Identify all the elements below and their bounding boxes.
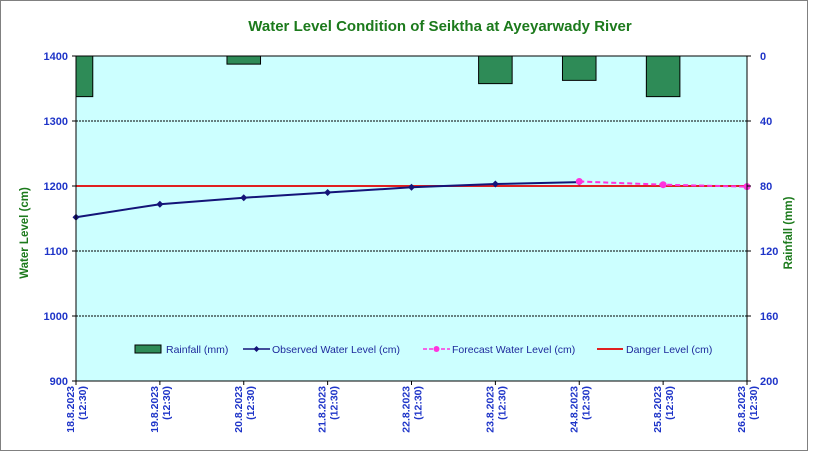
x-tick-date: 20.8.2023 bbox=[233, 386, 245, 433]
x-tick-label: 24.8.2023 (12:30) bbox=[568, 386, 592, 433]
x-tick-date: 25.8.2023 bbox=[652, 386, 664, 433]
y-ticks-right: 0 40 80 120 160 200 bbox=[747, 51, 778, 388]
y-ticks-left: 900 1000 1100 1200 1300 1400 bbox=[44, 51, 76, 388]
y-tick-label: 900 bbox=[50, 376, 68, 388]
forecast-point bbox=[659, 181, 667, 189]
x-tick-time: (12:30) bbox=[329, 386, 341, 420]
legend-observed-label: Observed Water Level (cm) bbox=[272, 344, 400, 356]
y2-axis-label: Rainfall (mm) bbox=[783, 196, 795, 269]
x-tick-date: 19.8.2023 bbox=[149, 386, 161, 433]
rainfall-bar bbox=[226, 55, 262, 65]
observed-point bbox=[240, 194, 248, 202]
x-tick-time: (12:30) bbox=[664, 386, 676, 420]
legend: Rainfall (mm) Observed Water Level (cm) … bbox=[134, 344, 712, 356]
rainfall-bar bbox=[75, 55, 94, 98]
rainfall-bar bbox=[561, 55, 597, 81]
x-tick-time: (12:30) bbox=[161, 386, 173, 420]
observed-point bbox=[156, 200, 164, 208]
legend-forecast-label: Forecast Water Level (cm) bbox=[452, 344, 575, 356]
y-tick-label: 1200 bbox=[44, 181, 68, 193]
y2-tick-label: 200 bbox=[760, 376, 778, 388]
y-axis-label: Water Level (cm) bbox=[19, 187, 31, 279]
x-tick-label: 26.8.2023 (12:30) bbox=[736, 386, 760, 433]
rainfall-bar bbox=[645, 55, 681, 98]
x-tick-label: 21.8.2023 (12:30) bbox=[317, 386, 341, 433]
legend-rainfall-swatch bbox=[134, 344, 162, 354]
x-tick-time: (12:30) bbox=[413, 386, 425, 420]
plot-area bbox=[76, 56, 747, 381]
forecast-point bbox=[575, 177, 583, 185]
x-tick-time: (12:30) bbox=[245, 386, 257, 420]
observed-point bbox=[491, 180, 499, 188]
x-tick-label: 22.8.2023 (12:30) bbox=[401, 386, 425, 433]
y-tick-label: 1300 bbox=[44, 116, 68, 128]
x-tick-date: 21.8.2023 bbox=[317, 386, 329, 433]
y-tick-label: 1400 bbox=[44, 51, 68, 63]
x-tick-date: 26.8.2023 bbox=[736, 386, 748, 433]
y2-tick-label: 80 bbox=[760, 181, 772, 193]
y-tick-label: 1000 bbox=[44, 311, 68, 323]
legend-danger-label: Danger Level (cm) bbox=[626, 344, 712, 356]
x-tick-date: 18.8.2023 bbox=[65, 386, 77, 433]
x-tick-time: (12:30) bbox=[580, 386, 592, 420]
x-tick-time: (12:30) bbox=[496, 386, 508, 420]
x-tick-label: 25.8.2023 (12:30) bbox=[652, 386, 676, 433]
chart-title: Water Level Condition of Seiktha at Ayey… bbox=[248, 18, 632, 35]
y2-tick-label: 160 bbox=[760, 311, 778, 323]
observed-point bbox=[324, 189, 332, 196]
y-tick-label: 1100 bbox=[44, 246, 68, 258]
rainfall-bars bbox=[75, 55, 681, 98]
rainfall-bar bbox=[478, 55, 513, 85]
y2-tick-label: 120 bbox=[760, 246, 778, 258]
legend-rainfall-label: Rainfall (mm) bbox=[166, 344, 228, 356]
x-tick-label: 19.8.2023 (12:30) bbox=[149, 386, 173, 433]
observed-point bbox=[408, 183, 415, 191]
x-tick-date: 22.8.2023 bbox=[401, 386, 413, 433]
y2-tick-label: 40 bbox=[760, 116, 772, 128]
legend-observed-marker bbox=[253, 346, 260, 352]
y2-tick-label: 0 bbox=[760, 51, 766, 63]
x-tick-label: 23.8.2023 (12:30) bbox=[484, 386, 508, 433]
legend-forecast-marker bbox=[433, 346, 440, 352]
x-tick-label: 20.8.2023 (12:30) bbox=[233, 386, 257, 433]
x-tick-date: 23.8.2023 bbox=[484, 386, 496, 433]
x-ticks: 18.8.2023 (12:30) 19.8.2023 (12:30) 20.8.202… bbox=[65, 381, 760, 433]
x-tick-time: (12:30) bbox=[77, 386, 89, 420]
x-tick-time: (12:30) bbox=[748, 386, 760, 420]
x-tick-date: 24.8.2023 bbox=[568, 386, 580, 433]
x-tick-label: 18.8.2023 (12:30) bbox=[65, 386, 89, 433]
